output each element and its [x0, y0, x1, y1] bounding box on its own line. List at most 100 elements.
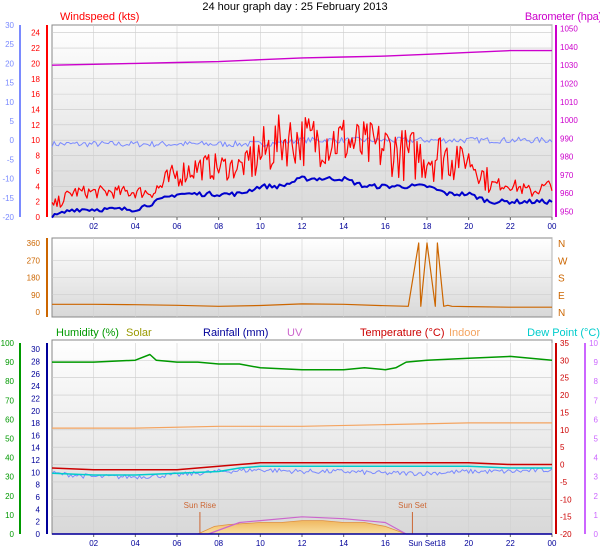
- rainfall-scale-tick-label: 8: [36, 481, 41, 490]
- uv-scale-tick-label: 10: [589, 339, 598, 348]
- humidity-scale-tick-label: 60: [5, 415, 14, 424]
- humidity-scale-tick-label: 40: [5, 454, 14, 463]
- temperature-scale-tick-label: -20: [2, 213, 14, 222]
- humidity-scale-tick-label: 70: [5, 396, 14, 405]
- direction-tick-label: 0: [36, 308, 41, 317]
- x-tick-label: 10: [256, 539, 265, 548]
- legend-dew-point: Dew Point (°C): [527, 327, 600, 339]
- barometer-scale-tick-label: 1030: [560, 61, 578, 70]
- temperature-scale-tick-label: -15: [560, 513, 572, 522]
- x-tick-label: Sun Set18: [408, 539, 446, 548]
- windspeed-scale-tick-label: 18: [31, 75, 40, 84]
- rainfall-scale-tick-label: 0: [36, 530, 41, 539]
- uv-scale-tick-label: 1: [594, 511, 599, 520]
- x-tick-label: 14: [339, 539, 348, 548]
- legend-rainfall: Rainfall (mm): [203, 327, 268, 339]
- windspeed-scale-tick-label: 20: [31, 59, 40, 68]
- x-tick-label: 02: [89, 222, 98, 231]
- legend-humidity: Humidity (%): [56, 327, 119, 339]
- x-tick-label: 04: [131, 222, 140, 231]
- rainfall-scale-tick-label: 16: [31, 431, 40, 440]
- temperature-scale-tick-label: 0: [10, 136, 15, 145]
- x-tick-label: 14: [339, 222, 348, 231]
- sun-marker-label: Sun Set: [398, 501, 427, 510]
- windspeed-scale-tick-label: 22: [31, 44, 40, 53]
- temperature-scale-tick-label: 25: [5, 40, 14, 49]
- sun-marker-label: Sun Rise: [184, 501, 217, 510]
- windspeed-scale-tick-label: 4: [36, 182, 41, 191]
- temperature-scale-tick-label: -10: [2, 175, 14, 184]
- average-wind-series-line: [51, 175, 553, 219]
- x-tick-label: 02: [89, 539, 98, 548]
- temperature-scale-tick-label: 15: [5, 79, 14, 88]
- barometer-scale-tick-label: 970: [560, 171, 574, 180]
- windspeed-scale-tick-label: 16: [31, 90, 40, 99]
- rainfall-scale-tick-label: 20: [31, 407, 40, 416]
- humidity-scale-tick-label: 90: [5, 358, 14, 367]
- uv-series-line: [52, 516, 552, 535]
- legend-solar: Solar: [126, 327, 152, 339]
- temperature-scale-tick-label: 10: [5, 98, 14, 107]
- x-tick-label: 12: [298, 222, 307, 231]
- temperature-series-line: [51, 136, 553, 148]
- barometer-scale-tick-label: 1020: [560, 80, 578, 89]
- temperature-scale-tick-label: 0: [560, 461, 565, 470]
- barometer-scale-tick-label: 980: [560, 153, 574, 162]
- humidity-scale-tick-label: 30: [5, 473, 14, 482]
- windspeed-scale-tick-label: 10: [31, 136, 40, 145]
- barometer-scale-tick-label: 950: [560, 208, 574, 217]
- direction-tick-label: 90: [31, 291, 40, 300]
- compass-label: S: [558, 274, 565, 285]
- uv-scale-tick-label: 4: [594, 454, 599, 463]
- uv-scale-tick-label: 7: [594, 396, 599, 405]
- x-tick-label: 00: [548, 222, 557, 231]
- x-tick-label: 06: [173, 222, 182, 231]
- humidity-scale-tick-label: 100: [1, 339, 15, 348]
- barometer-scale-tick-label: 990: [560, 134, 574, 143]
- windspeed-scale-tick-label: 6: [36, 167, 41, 176]
- x-tick-label: 20: [464, 222, 473, 231]
- rainfall-scale-tick-label: 10: [31, 468, 40, 477]
- temperature-scale-tick-label: -15: [2, 194, 14, 203]
- rainfall-scale-tick-label: 2: [36, 518, 41, 527]
- rainfall-scale-tick-label: 26: [31, 370, 40, 379]
- humidity-scale-tick-label: 10: [5, 511, 14, 520]
- dew-point-series-line: [51, 465, 552, 476]
- rainfall-scale-tick-label: 12: [31, 456, 40, 465]
- barometer-scale-tick-label: 1000: [560, 116, 578, 125]
- x-tick-label: 22: [506, 222, 515, 231]
- humidity-scale-tick-label: 50: [5, 435, 14, 444]
- barometer-series-line: [51, 49, 552, 66]
- x-tick-label: 04: [131, 539, 140, 548]
- x-tick-label: 08: [214, 222, 223, 231]
- temperature-scale-tick-label: 30: [5, 21, 14, 30]
- windspeed-scale-tick-label: 14: [31, 105, 40, 114]
- chart-title: 24 hour graph day : 25 February 2013: [202, 1, 387, 13]
- direction-tick-label: 180: [27, 274, 41, 283]
- temperature-scale-tick-label: 15: [560, 408, 569, 417]
- temperature-scale-tick-label: 20: [5, 59, 14, 68]
- barometer-scale-tick-label: 1010: [560, 98, 578, 107]
- temperature-scale-tick-label: 25: [560, 374, 569, 383]
- windspeed-scale-tick-label: 2: [36, 198, 41, 207]
- temperature-scale-tick-label: -20: [560, 530, 572, 539]
- legend-indoor: Indoor: [449, 327, 481, 339]
- rainfall-scale-tick-label: 4: [36, 505, 41, 514]
- x-tick-label: 16: [381, 222, 390, 231]
- x-tick-label: 10: [256, 222, 265, 231]
- temperature-scale-tick-label: -5: [7, 155, 15, 164]
- legend-temperature: Temperature (°C): [360, 327, 444, 339]
- uv-scale-tick-label: 5: [594, 435, 599, 444]
- x-tick-label: 06: [173, 539, 182, 548]
- legend-uv: UV: [287, 327, 303, 339]
- barometer-scale-tick-label: 1040: [560, 43, 578, 52]
- temperature-scale-tick-label: 5: [560, 443, 565, 452]
- compass-label: W: [558, 256, 568, 267]
- windspeed-scale-tick-label: 8: [36, 152, 41, 161]
- temperature-scale-tick-label: 35: [560, 339, 569, 348]
- uv-scale-tick-label: 6: [594, 415, 599, 424]
- outside-temperature-light-series-line: [51, 467, 553, 480]
- uv-scale-tick-label: 0: [594, 530, 599, 539]
- direction-tick-label: 270: [27, 256, 41, 265]
